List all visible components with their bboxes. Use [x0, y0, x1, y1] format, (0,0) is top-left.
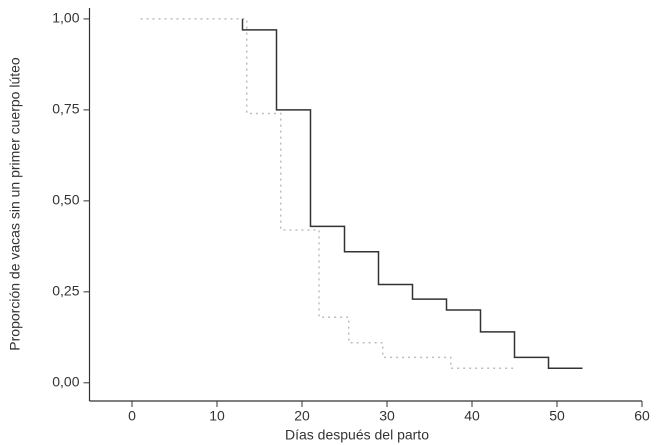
y-tick-label: 0,00: [52, 374, 79, 390]
y-axis-label: Proporción de vacas sin un primer cuerpo…: [7, 57, 23, 351]
x-tick-label: 60: [634, 408, 650, 424]
y-tick-label: 0,75: [52, 101, 79, 117]
x-tick-label: 0: [128, 408, 136, 424]
x-tick-label: 20: [294, 408, 310, 424]
x-tick-label: 30: [379, 408, 395, 424]
y-tick-label: 0,50: [52, 192, 79, 208]
series-line: [140, 18, 515, 369]
x-tick-label: 10: [209, 408, 225, 424]
x-tick-label: 40: [464, 408, 480, 424]
y-tick-label: 1,00: [52, 10, 79, 26]
y-tick-label: 0,25: [52, 283, 79, 299]
x-axis-label: Días después del parto: [285, 427, 429, 443]
x-tick-label: 50: [549, 408, 565, 424]
series-line: [241, 18, 583, 369]
